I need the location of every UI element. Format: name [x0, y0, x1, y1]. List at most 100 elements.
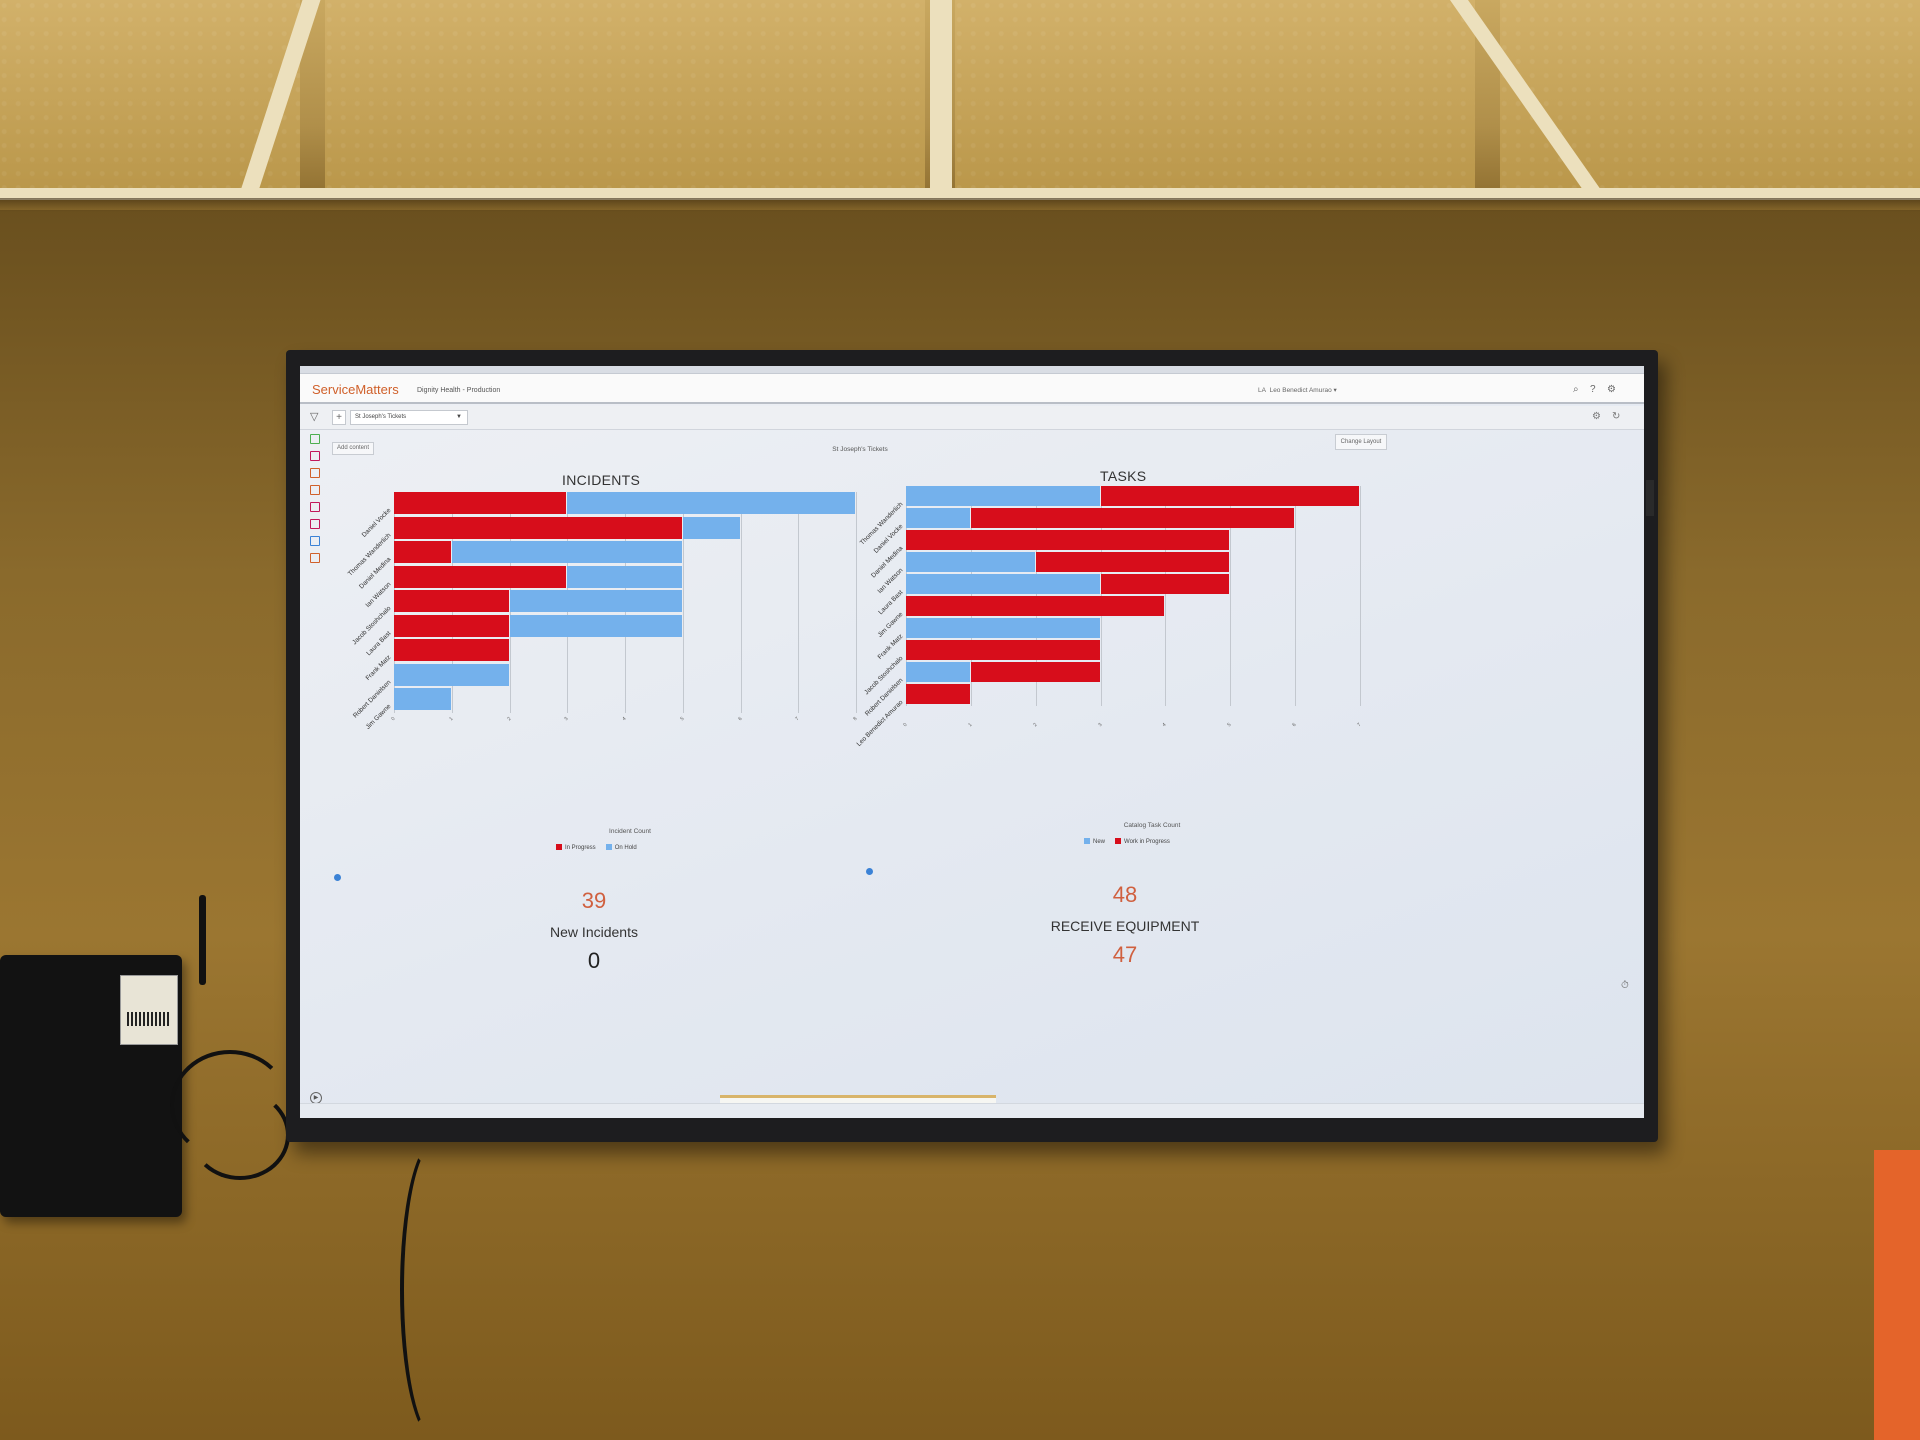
x-tick-label: 5	[1226, 721, 1233, 729]
gear-icon[interactable]: ⚙	[1592, 411, 1601, 422]
gridline	[1230, 486, 1232, 706]
bar-on-hold[interactable]	[567, 492, 855, 514]
ceiling-grid	[0, 188, 1920, 200]
help-icon[interactable]: ?	[1590, 384, 1596, 395]
bar-new[interactable]	[906, 574, 1100, 594]
bar-in-progress[interactable]	[394, 516, 682, 539]
bar-new[interactable]	[906, 508, 970, 528]
bar-work-in-progress[interactable]	[906, 596, 1165, 616]
legend-label: New	[1093, 839, 1106, 845]
gridline	[740, 492, 742, 713]
bar-on-hold[interactable]	[394, 688, 451, 710]
legend-item[interactable]: New	[1084, 838, 1106, 845]
change-layout-button[interactable]: Change Layout	[1335, 434, 1387, 450]
cable	[170, 1050, 290, 1160]
bar-in-progress[interactable]	[394, 590, 509, 612]
x-tick-label: 7	[1356, 721, 1363, 729]
dashboard-select[interactable]: St Joseph's Tickets ▼	[350, 410, 468, 425]
new-incidents-value[interactable]: 0	[587, 948, 601, 973]
legend-label: Work in Progress	[1124, 839, 1170, 845]
incidents-chart: 0 1 2 3 4 5 6 7 8 Daniel Vocke Thomas Wanderlich Da…	[342, 492, 862, 792]
status-bar	[300, 1103, 1644, 1118]
tasks-legend: New Work in Progress	[1084, 838, 1180, 845]
tv-screen: ServiceMatters Dignity Health - Producti…	[300, 366, 1644, 1118]
cable	[190, 1090, 290, 1180]
search-icon[interactable]: ⌕	[1573, 384, 1579, 395]
user-menu[interactable]: LA Leo Benedict Amurao ▾	[1258, 387, 1337, 394]
incidents-legend: In Progress On Hold	[556, 844, 647, 851]
bar-on-hold[interactable]	[682, 516, 740, 539]
filter-icon[interactable]: ▽	[310, 411, 319, 423]
bar-work-in-progress[interactable]	[906, 684, 970, 704]
legend-item[interactable]: On Hold	[605, 844, 637, 851]
bar-work-in-progress[interactable]	[906, 640, 1100, 660]
bar-work-in-progress[interactable]	[1100, 486, 1359, 506]
legend-item[interactable]: Work in Progress	[1115, 838, 1170, 845]
bar-new[interactable]	[906, 552, 1035, 572]
user-initials: LA	[1258, 387, 1266, 394]
x-tick-label: 1	[967, 721, 974, 729]
dashboard-toolbar: ▽ + St Joseph's Tickets ▼ ⚙ ↻	[300, 406, 1644, 430]
legend-swatch	[556, 844, 562, 850]
bar-work-in-progress[interactable]	[1035, 552, 1230, 572]
bar-in-progress[interactable]	[394, 614, 509, 637]
bar-on-hold[interactable]	[567, 565, 682, 588]
legend-label: On Hold	[614, 845, 637, 851]
environment-label: Dignity Health - Production	[417, 387, 501, 394]
x-tick-label: 4	[621, 715, 628, 723]
legend-item[interactable]: In Progress	[556, 844, 596, 851]
bar-work-in-progress[interactable]	[1100, 574, 1230, 594]
bar-on-hold[interactable]	[509, 590, 682, 612]
ceiling-grid	[930, 0, 952, 200]
browser-title-bar	[300, 366, 1644, 374]
dashboard-select-value: St Joseph's Tickets	[355, 414, 407, 420]
ceiling-tile	[325, 0, 925, 198]
bar-on-hold[interactable]	[394, 663, 509, 686]
widget-icon[interactable]	[310, 553, 320, 563]
user-name: Leo Benedict Amurao	[1269, 387, 1332, 394]
bar-on-hold[interactable]	[509, 614, 682, 637]
bar-on-hold[interactable]	[451, 541, 682, 563]
bar-new[interactable]	[906, 618, 1100, 638]
incidents-chart-title: INCIDENTS	[562, 472, 641, 488]
x-tick-label: 2	[505, 715, 512, 723]
brand-logo[interactable]: ServiceMatters	[312, 382, 399, 397]
incidents-total[interactable]: 39	[581, 888, 607, 913]
tasks-total[interactable]: 48	[1112, 882, 1138, 907]
gridline	[798, 492, 800, 713]
bar-work-in-progress[interactable]	[970, 662, 1100, 682]
gridline	[856, 492, 857, 713]
x-tick-label: 3	[1096, 721, 1104, 729]
bar-new[interactable]	[906, 662, 970, 682]
timer-icon[interactable]: ⏱	[1621, 980, 1629, 991]
refresh-icon[interactable]: ↻	[1612, 411, 1621, 422]
wall-poster	[1874, 1150, 1920, 1440]
bar-in-progress[interactable]	[394, 565, 567, 588]
bar-in-progress[interactable]	[394, 639, 509, 661]
bar-work-in-progress[interactable]	[906, 530, 1230, 550]
add-dashboard-button[interactable]: +	[332, 410, 346, 425]
x-tick-label: 5	[679, 715, 686, 723]
x-tick-label: 7	[794, 715, 801, 723]
bar-work-in-progress[interactable]	[970, 508, 1295, 528]
widget-icon[interactable]	[310, 451, 320, 461]
gridline	[1165, 486, 1167, 706]
widget-icon[interactable]	[310, 485, 320, 495]
router-sticker	[120, 975, 178, 1045]
app-header: ServiceMatters Dignity Health - Producti…	[300, 374, 1644, 404]
receive-equipment-label: RECEIVE EQUIPMENT	[1050, 918, 1200, 934]
check-icon	[866, 868, 873, 875]
wall-shadow	[0, 198, 1920, 212]
receive-equipment-value[interactable]: 47	[1112, 942, 1138, 967]
widget-icon[interactable]	[310, 502, 320, 512]
gear-icon[interactable]: ⚙	[1607, 384, 1616, 395]
widget-icon[interactable]	[310, 468, 320, 478]
bar-in-progress[interactable]	[394, 541, 451, 563]
widget-icon[interactable]	[310, 519, 320, 529]
add-content-button[interactable]: Add content	[332, 442, 374, 455]
widget-icon[interactable]	[310, 434, 320, 444]
bar-in-progress[interactable]	[394, 492, 567, 514]
bar-new[interactable]	[906, 486, 1100, 506]
widget-icon[interactable]	[310, 536, 320, 546]
legend-swatch	[605, 844, 612, 850]
